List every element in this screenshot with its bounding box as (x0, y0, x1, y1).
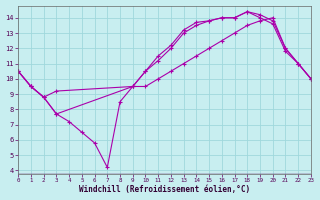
X-axis label: Windchill (Refroidissement éolien,°C): Windchill (Refroidissement éolien,°C) (79, 185, 250, 194)
